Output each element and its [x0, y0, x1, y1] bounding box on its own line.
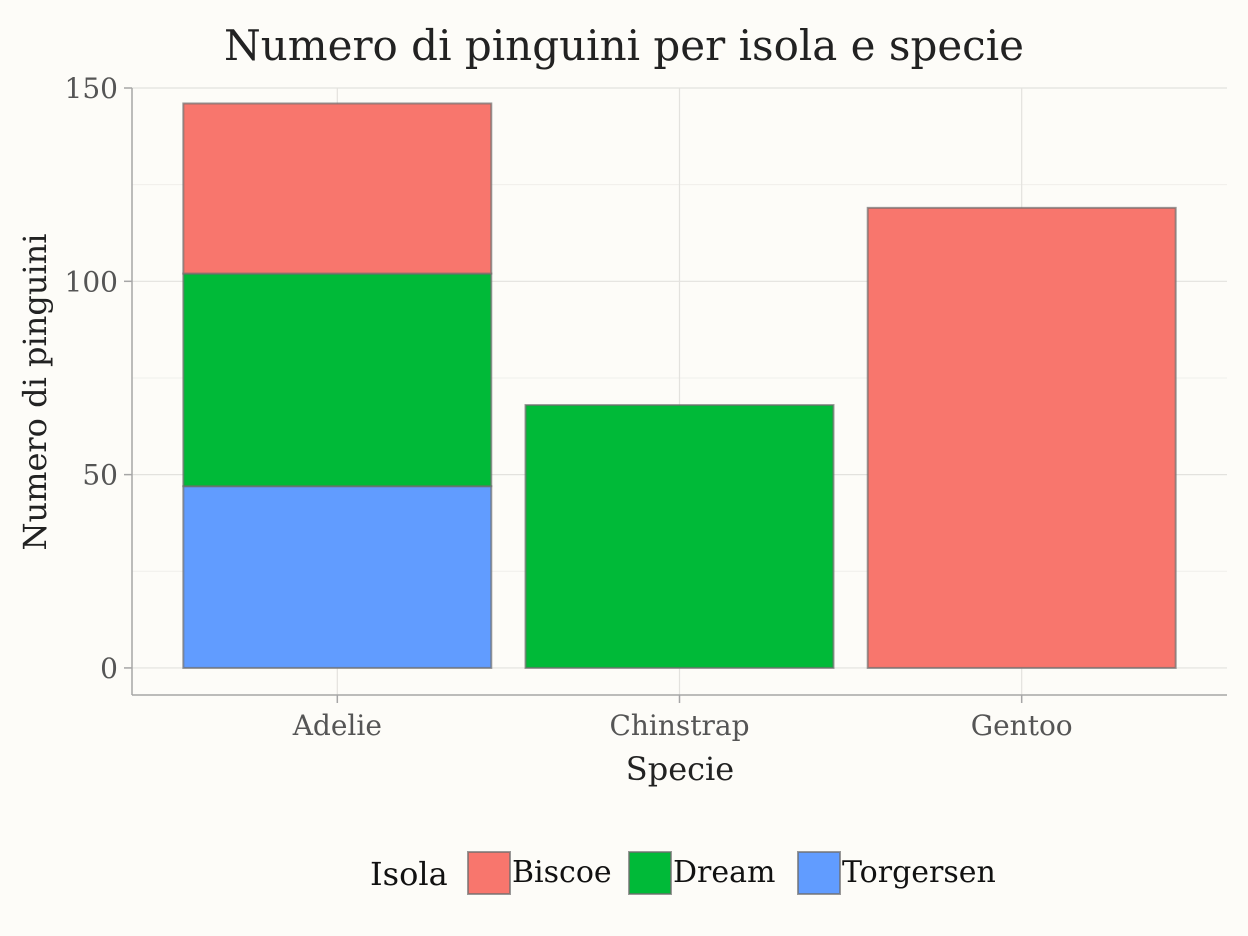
x-axis-title: Specie — [626, 750, 734, 788]
chart-title: Numero di pinguini per isola e specie — [224, 21, 1024, 70]
legend-swatch-dream — [628, 851, 672, 895]
x-tick-label-gentoo: Gentoo — [971, 709, 1073, 742]
bar-adelie-torgersen — [182, 485, 493, 669]
legend: Isola Biscoe Dream Torgersen — [370, 851, 996, 895]
legend-swatch-biscoe — [467, 851, 511, 895]
y-axis-title: Numero di pinguini — [16, 233, 54, 550]
legend-label-torgersen: Torgersen — [842, 855, 996, 890]
y-tick-label: 0 — [100, 652, 118, 685]
y-tick-label: 50 — [82, 459, 118, 492]
legend-swatch-torgersen — [797, 851, 841, 895]
y-tick-label: 150 — [65, 72, 118, 105]
y-tick-label: 100 — [65, 265, 118, 298]
legend-items: Biscoe Dream Torgersen — [467, 851, 996, 895]
plot-area: 0 50 100 150 Adelie Chinstrap Gentoo — [65, 72, 1227, 742]
legend-label-dream: Dream — [673, 855, 775, 890]
bar-adelie-dream — [182, 272, 493, 488]
legend-label-biscoe: Biscoe — [512, 855, 612, 890]
legend-title: Isola — [370, 855, 448, 893]
x-tick-label-chinstrap: Chinstrap — [609, 709, 749, 742]
x-tick-label-adelie: Adelie — [292, 709, 382, 742]
bar-adelie-biscoe — [182, 102, 493, 275]
bar-gentoo-biscoe — [866, 206, 1177, 669]
bar-chinstrap-dream — [524, 404, 835, 669]
